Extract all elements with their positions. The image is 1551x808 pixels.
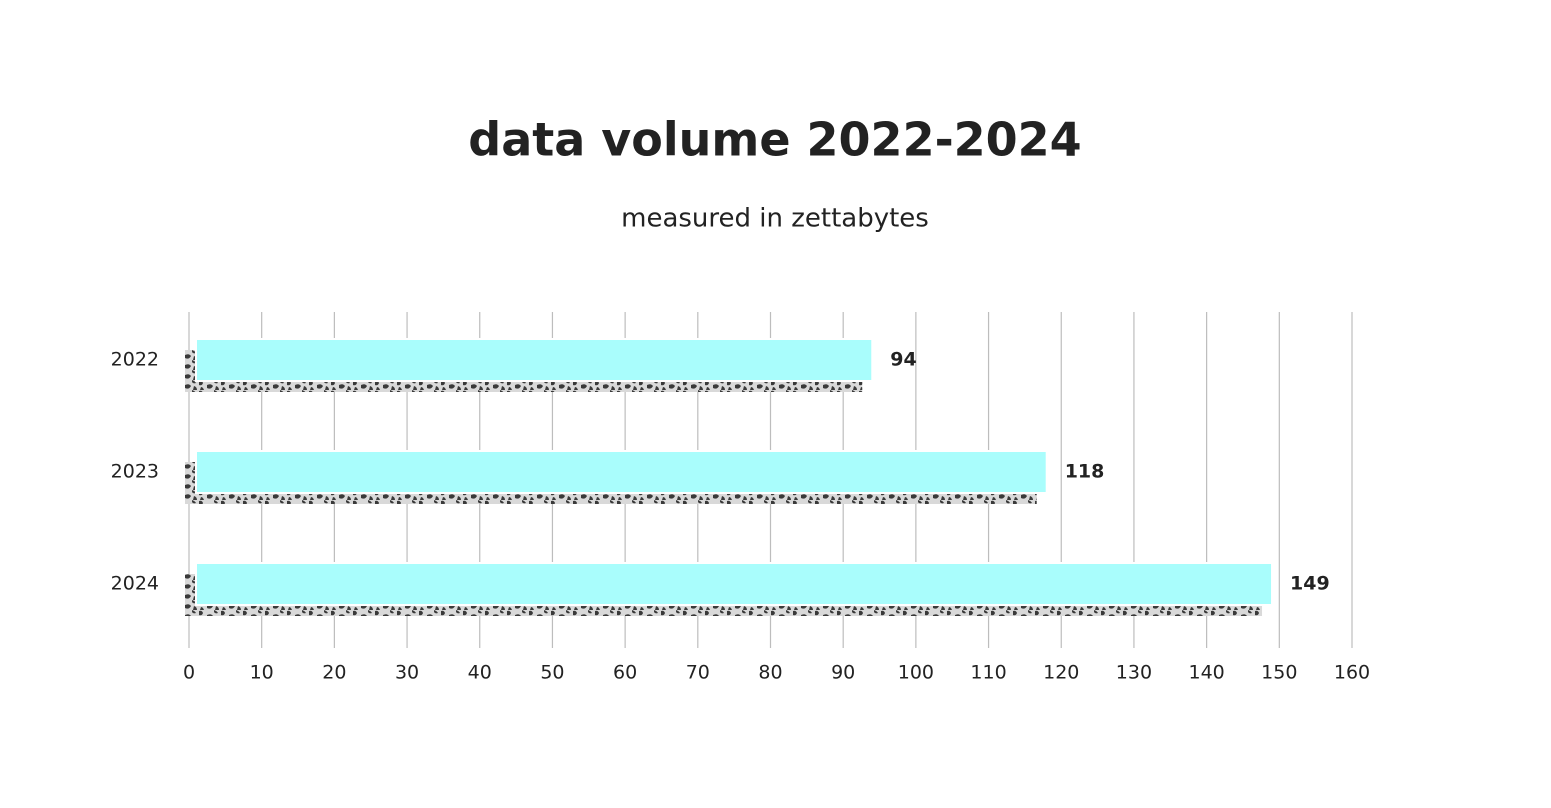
x-tick-label: 110 xyxy=(970,662,1006,684)
value-label: 94 xyxy=(890,349,916,371)
x-tick-label: 130 xyxy=(1116,662,1152,684)
x-tick-label: 40 xyxy=(468,662,492,684)
x-tick-label: 0 xyxy=(183,662,195,684)
x-tick-label: 160 xyxy=(1334,662,1370,684)
chart-subtitle: measured in zettabytes xyxy=(621,204,929,234)
x-tick-label: 50 xyxy=(540,662,564,684)
x-tick-label: 100 xyxy=(898,662,934,684)
value-label: 149 xyxy=(1290,573,1330,595)
x-tick-label: 90 xyxy=(831,662,855,684)
x-tick-label: 30 xyxy=(395,662,419,684)
bar xyxy=(195,338,874,382)
x-tick-label: 80 xyxy=(758,662,782,684)
value-label: 118 xyxy=(1065,461,1105,483)
x-tick-label: 60 xyxy=(613,662,637,684)
x-tick-label: 70 xyxy=(686,662,710,684)
x-tick-label: 150 xyxy=(1261,662,1297,684)
chart-title: data volume 2022-2024 xyxy=(468,113,1081,167)
x-tick-label: 10 xyxy=(250,662,274,684)
y-tick-label: 2023 xyxy=(111,461,159,483)
x-tick-label: 120 xyxy=(1043,662,1079,684)
y-tick-label: 2024 xyxy=(111,573,159,595)
bar xyxy=(195,562,1274,606)
y-tick-label: 2022 xyxy=(111,349,159,371)
x-tick-label: 20 xyxy=(322,662,346,684)
bar xyxy=(195,450,1048,494)
x-tick-label: 140 xyxy=(1188,662,1224,684)
